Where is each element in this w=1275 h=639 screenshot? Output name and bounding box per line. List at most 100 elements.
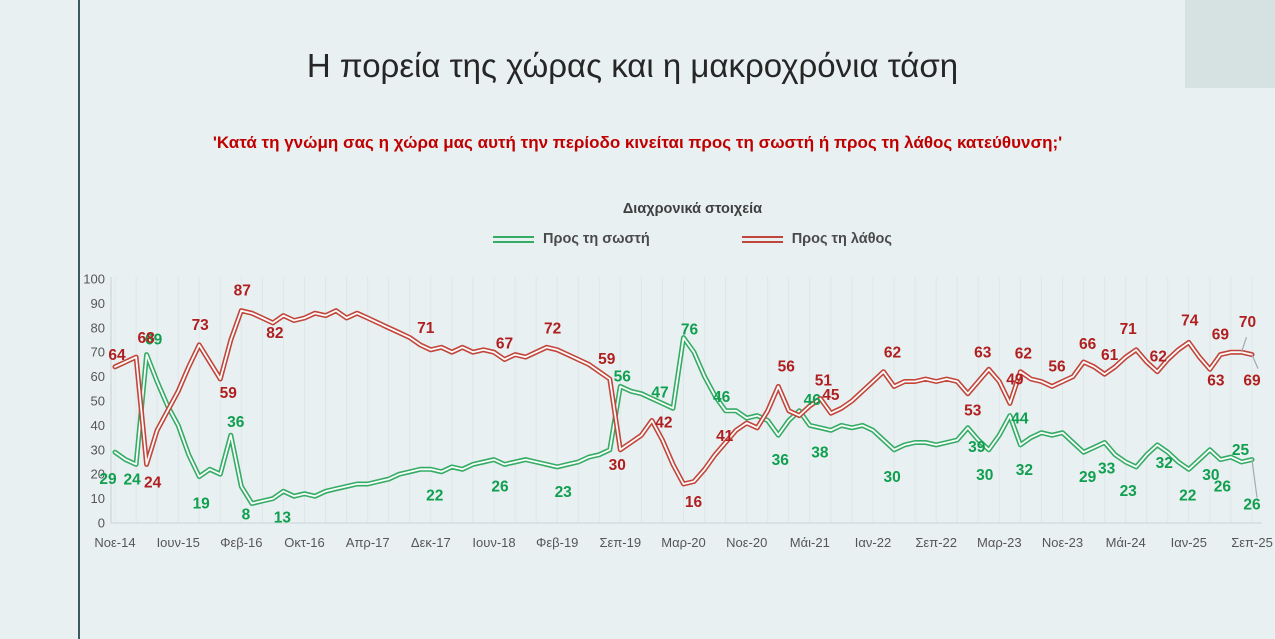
x-tick-label: Ιουν-15 xyxy=(157,535,200,550)
x-tick-label: Νοε-20 xyxy=(726,535,767,550)
data-label: 26 xyxy=(1214,479,1232,496)
data-label: 16 xyxy=(685,494,703,511)
data-label: 13 xyxy=(274,509,292,526)
legend-label: Προς τη σωστή xyxy=(543,231,650,247)
data-label: 24 xyxy=(144,474,162,491)
y-tick-label: 40 xyxy=(91,418,105,433)
data-label: 39 xyxy=(968,439,986,456)
data-label: 42 xyxy=(655,415,672,432)
data-label: 8 xyxy=(242,507,251,524)
x-tick-label: Νοε-14 xyxy=(94,535,135,550)
x-tick-label: Φεβ-19 xyxy=(536,535,578,550)
data-label: 64 xyxy=(108,347,126,364)
data-label: 51 xyxy=(815,373,833,390)
data-label: 30 xyxy=(883,469,900,486)
data-label: 36 xyxy=(772,452,790,469)
data-label: 63 xyxy=(1207,372,1225,389)
data-label: 82 xyxy=(266,325,283,342)
data-label: 45 xyxy=(822,387,840,404)
data-label: 67 xyxy=(496,336,513,353)
x-tick-label: Οκτ-16 xyxy=(284,535,325,550)
corner-decoration-box xyxy=(1185,0,1275,88)
data-label: 62 xyxy=(1015,346,1032,363)
legend-title: Διαχρονικά στοιχεία xyxy=(622,201,763,217)
x-tick-label: Απρ-17 xyxy=(346,535,390,550)
x-tick-label: Σεπ-22 xyxy=(915,535,957,550)
red-double-line-icon xyxy=(741,235,783,243)
y-tick-label: 100 xyxy=(83,272,105,287)
x-tick-label: Ιαν-22 xyxy=(855,535,891,550)
y-tick-label: 10 xyxy=(91,491,105,506)
survey-question-subtitle: 'Κατά τη γνώμη σας η χώρα μας αυτή την π… xyxy=(212,133,1063,152)
data-label: 46 xyxy=(804,392,822,409)
y-tick-label: 80 xyxy=(91,320,105,335)
data-label: 74 xyxy=(1181,312,1199,329)
chart-legend: Διαχρονικά στοιχεία Προς τη σωστή Προς τ… xyxy=(110,201,1275,247)
data-label: 24 xyxy=(123,471,141,488)
data-label: 26 xyxy=(491,479,509,496)
x-tick-label: Μάι-21 xyxy=(790,535,830,550)
data-label: 23 xyxy=(555,484,573,501)
series-line-core-green xyxy=(114,336,1253,505)
data-label: 26 xyxy=(1243,497,1261,514)
legend-item-wrong-direction: Προς τη λάθος xyxy=(741,231,892,247)
data-label: 32 xyxy=(1016,462,1033,479)
data-label: 59 xyxy=(598,351,616,368)
legend-label: Προς τη λάθος xyxy=(791,231,892,247)
data-label: 33 xyxy=(1098,461,1116,478)
data-label: 36 xyxy=(227,414,245,431)
data-label: 56 xyxy=(614,368,632,385)
x-tick-label: Ιουν-18 xyxy=(472,535,515,550)
data-label: 44 xyxy=(1011,411,1029,428)
data-label: 62 xyxy=(884,345,901,362)
data-label: 68 xyxy=(137,330,155,347)
y-tick-label: 70 xyxy=(91,345,105,360)
data-label: 49 xyxy=(1006,371,1024,388)
y-tick-label: 20 xyxy=(91,467,105,482)
left-accent-line xyxy=(78,0,80,639)
label-leader-line xyxy=(1251,459,1258,498)
y-tick-label: 30 xyxy=(91,442,105,457)
label-leader-line xyxy=(1240,337,1248,353)
data-label: 30 xyxy=(1202,467,1219,484)
data-label: 29 xyxy=(99,471,117,488)
data-label: 56 xyxy=(1048,358,1066,375)
x-tick-label: Σεπ-25 xyxy=(1231,535,1273,550)
data-label: 53 xyxy=(964,403,982,420)
data-label: 59 xyxy=(220,385,238,402)
y-tick-label: 50 xyxy=(91,394,105,409)
data-label: 38 xyxy=(811,444,829,461)
label-leader-line xyxy=(1251,354,1259,369)
data-label: 22 xyxy=(426,487,443,504)
x-tick-label: Μαρ-20 xyxy=(661,535,706,550)
data-label: 69 xyxy=(1212,327,1230,344)
y-tick-label: 0 xyxy=(98,516,105,531)
data-label: 87 xyxy=(234,283,251,300)
data-label: 29 xyxy=(1079,469,1097,486)
data-label: 47 xyxy=(651,384,668,401)
data-label: 41 xyxy=(716,428,734,445)
data-label: 22 xyxy=(1179,487,1196,504)
y-tick-label: 60 xyxy=(91,369,105,384)
x-tick-label: Νοε-23 xyxy=(1042,535,1083,550)
page-title: Η πορεία της χώρας και η μακροχρόνια τάσ… xyxy=(306,47,959,84)
data-label: 70 xyxy=(1239,314,1256,331)
y-tick-label: 90 xyxy=(91,296,105,311)
data-label: 73 xyxy=(192,317,210,334)
x-tick-label: Σεπ-19 xyxy=(600,535,642,550)
data-label: 63 xyxy=(974,344,992,361)
data-label: 76 xyxy=(681,322,699,339)
data-label: 72 xyxy=(544,320,561,337)
data-label: 66 xyxy=(1079,336,1097,353)
x-tick-label: Ιαν-25 xyxy=(1171,535,1207,550)
data-label: 62 xyxy=(1150,349,1167,366)
data-label: 69 xyxy=(1243,373,1261,390)
data-label: 69 xyxy=(145,332,163,349)
data-label: 19 xyxy=(193,496,211,513)
series-line-core-red xyxy=(114,309,1253,485)
data-label: 71 xyxy=(1120,321,1138,338)
data-label: 30 xyxy=(976,467,993,484)
data-label: 32 xyxy=(1156,455,1173,472)
